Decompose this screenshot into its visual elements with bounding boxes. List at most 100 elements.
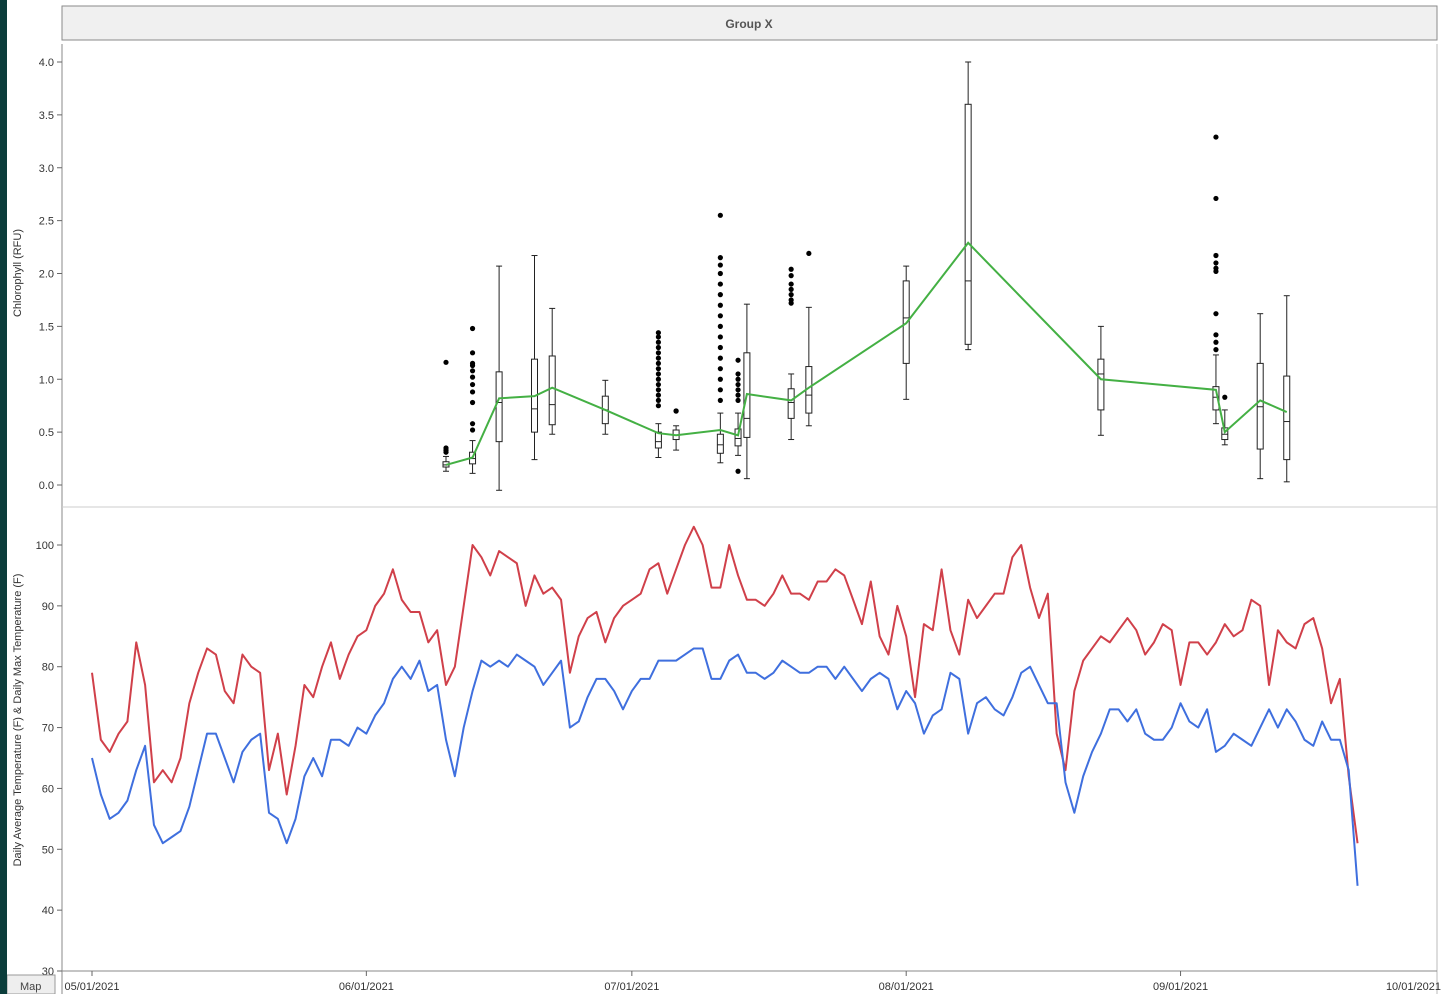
date-tick-label: 05/01/2021 (64, 981, 119, 993)
box-outlier-point (655, 392, 662, 398)
box-outlier-point (717, 323, 723, 329)
temperature-tick-label: 100 (36, 540, 54, 552)
box-outlier-point (655, 403, 662, 409)
box-outlier-point (1213, 252, 1219, 259)
box-outlier-point (717, 302, 723, 308)
box-outlier-point (735, 357, 741, 363)
box-outlier-point (735, 376, 741, 382)
box-outlier-point (1213, 347, 1219, 353)
chart-canvas: Group X 0.00.51.01.52.02.53.03.54.0 3040… (7, 5, 1441, 994)
box-outlier-point (735, 381, 741, 388)
box-outlier-point (673, 408, 679, 414)
box-iqr (1283, 375, 1291, 461)
box-outlier-point (469, 389, 476, 395)
box-outlier-point (655, 334, 662, 340)
date-tick-label: 07/01/2021 (604, 981, 659, 993)
box-outlier-point (655, 371, 662, 377)
avg-temperature-line (91, 647, 1359, 886)
box-outlier-point (1213, 332, 1219, 338)
box-outlier-point (443, 359, 449, 365)
box-outlier-point (806, 250, 812, 257)
box-outlier-point (655, 355, 662, 361)
box-outlier-point (735, 397, 741, 403)
box-outlier-point (655, 339, 662, 345)
box-outlier-point (1213, 134, 1219, 140)
map-tab-label: Map (20, 981, 41, 993)
box-outlier-point (788, 286, 794, 292)
chlorophyll-panel: 0.0 0.5 1.0 1.5 2.0 2.5 3.0 3.5 4.0 (39, 57, 1291, 492)
box-outlier-point (1213, 268, 1219, 274)
box-outlier-point (469, 350, 476, 356)
box-outlier-point (655, 330, 662, 336)
box-outlier-point (717, 313, 723, 319)
box-outlier-point (735, 468, 741, 474)
box-outlier-point (717, 387, 723, 393)
map-tab[interactable] (7, 974, 56, 994)
box-outlier-point (717, 376, 723, 382)
box-outlier-point (735, 387, 741, 393)
box-outlier-point (717, 355, 723, 361)
chart-frame: Group X 0.0 0.5 1.0 1.5 2.0 2.5 3.0 3.5 4.0 30 40… (7, 0, 1441, 994)
box-outlier-point (655, 350, 662, 356)
box-outlier-point (469, 374, 476, 380)
box-outlier-point (655, 344, 662, 351)
chlorophyll-tick-label: 2.0 (39, 269, 54, 281)
box-outlier-point (717, 334, 723, 340)
box-outlier-point (1213, 339, 1219, 345)
box-iqr (1256, 362, 1264, 450)
chlorophyll-tick-label: 3.5 (39, 110, 54, 122)
box-outlier-point (443, 449, 449, 455)
date-tick-label: 06/01/2021 (339, 981, 394, 993)
box-outlier-point (469, 325, 476, 332)
max-temperature-line (91, 525, 1359, 844)
box-iqr (716, 433, 724, 454)
chlorophyll-tick-label: 3.0 (39, 163, 54, 175)
box-outlier-point (735, 371, 741, 377)
box-outlier-point (655, 381, 662, 388)
box-outlier-point (1213, 260, 1219, 266)
box-iqr (734, 428, 742, 447)
box-iqr (1212, 386, 1220, 411)
box-outlier-point (717, 270, 723, 277)
box-iqr (654, 431, 662, 449)
group-header[interactable] (61, 5, 1438, 41)
date-tick-label: 08/01/2021 (879, 981, 934, 993)
box-outlier-point (788, 300, 794, 306)
box-outlier-point (655, 387, 662, 393)
box-outlier-point (469, 427, 476, 433)
chlorophyll-tick-label: 0.5 (39, 427, 54, 439)
temperature-tick-label: 90 (42, 601, 54, 613)
box-iqr (548, 355, 556, 426)
box-outlier-point (717, 344, 723, 351)
box-iqr (495, 371, 503, 443)
box-outlier-point (717, 397, 723, 403)
box-outlier-point (469, 381, 476, 388)
chlorophyll-tick-label: 2.5 (39, 216, 54, 228)
chlorophyll-tick-label: 0.0 (39, 480, 54, 492)
box-outlier-point (1213, 311, 1219, 317)
box-outlier-point (717, 212, 723, 218)
box-outlier-point (655, 376, 662, 382)
chlorophyll-tick-label: 1.0 (39, 374, 54, 386)
chlorophyll-mean-line (445, 241, 1288, 466)
box-outlier-point (788, 266, 794, 272)
box-outlier-point (655, 360, 662, 366)
temperature-axis-title: Daily Average Temperature (F) & Daily Ma… (12, 574, 24, 867)
box-outlier-point (1213, 195, 1219, 202)
temperature-tick-label: 50 (42, 844, 54, 856)
box-outlier-point (717, 255, 723, 261)
temperature-tick-label: 40 (42, 905, 54, 917)
box-outlier-point (655, 366, 662, 372)
box-outlier-point (788, 292, 794, 298)
box-iqr (1097, 358, 1105, 411)
chlorophyll-tick-label: 1.5 (39, 321, 54, 333)
box-iqr (964, 103, 972, 345)
box-outlier-point (469, 399, 476, 406)
box-outlier-point (735, 392, 741, 398)
box-outlier-point (788, 281, 794, 287)
box-iqr (787, 388, 795, 419)
date-tick-label: 09/01/2021 (1153, 981, 1208, 993)
temperature-tick-label: 80 (42, 662, 54, 674)
box-outlier-point (469, 421, 476, 427)
